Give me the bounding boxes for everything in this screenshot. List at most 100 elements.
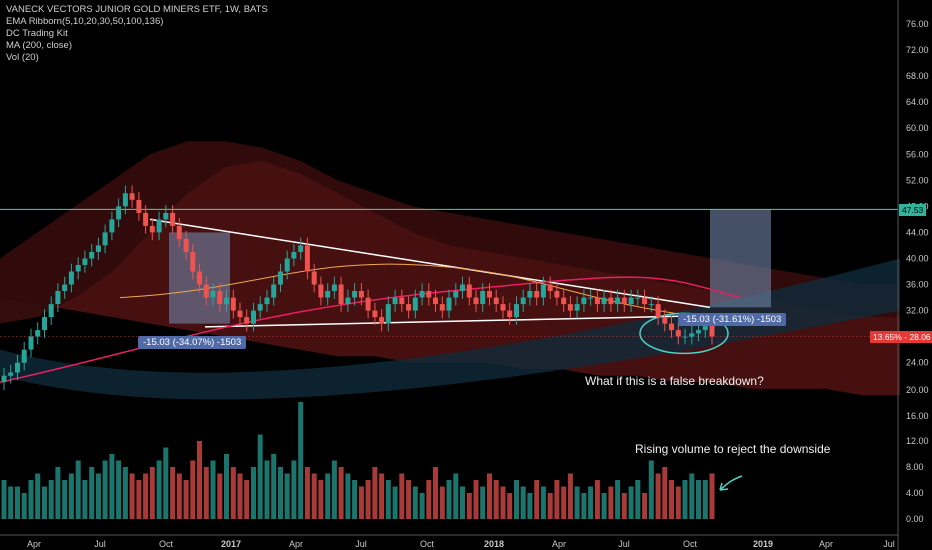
volume-bar [406, 480, 412, 519]
candle-body [594, 297, 600, 305]
candle-body [621, 297, 627, 305]
candle-body [230, 297, 236, 311]
volume-bar [109, 454, 115, 519]
candle-body [365, 297, 371, 311]
volume-bar [170, 467, 176, 519]
volume-bar [567, 473, 573, 519]
volume-bar [473, 480, 479, 519]
price-tick-label: 40.00 [906, 254, 929, 264]
volume-bar [574, 486, 580, 519]
candle-body [520, 297, 526, 305]
candle-body [554, 291, 560, 298]
volume-bar [68, 473, 74, 519]
candle-body [561, 297, 567, 305]
candle-body [197, 271, 202, 285]
time-tick-label: Oct [683, 539, 698, 549]
candle-body [338, 284, 344, 304]
price-tick-label: 36.00 [906, 280, 929, 290]
candle-body [116, 206, 122, 220]
price-tick-label: 52.00 [906, 175, 929, 185]
volume-bar [48, 480, 54, 519]
candle-body [466, 284, 472, 298]
volume-bar [419, 493, 425, 519]
volume-bar [520, 486, 526, 519]
volume-bar [426, 480, 432, 519]
candle-body [574, 304, 580, 311]
volume-bar [601, 493, 607, 519]
volume-bar [540, 486, 546, 519]
candle-body [392, 297, 398, 305]
candle-body [493, 297, 499, 305]
candle-body [500, 304, 506, 311]
candle-body [358, 291, 364, 298]
candle-body [129, 193, 135, 200]
volume-bar [507, 493, 513, 519]
volume-bar [466, 493, 472, 519]
volume-bar [635, 480, 641, 519]
volume-bar [311, 473, 317, 519]
candle-body [271, 284, 277, 298]
volume-bar [35, 473, 41, 519]
time-tick-label: Jul [94, 539, 106, 549]
volume-bar [561, 486, 567, 519]
candle-body [446, 297, 452, 311]
volume-bar [42, 486, 47, 519]
candle-body [143, 212, 149, 226]
candle-body [581, 297, 587, 305]
volume-bar [696, 480, 701, 519]
candle-body [122, 193, 128, 207]
candle-body [534, 291, 540, 298]
candle-body [237, 310, 243, 318]
candle-body [325, 291, 331, 298]
candle-body [251, 310, 256, 324]
volume-bar [453, 473, 459, 519]
price-tick-label: 32.00 [906, 306, 929, 316]
candle-body [696, 330, 701, 334]
volume-bar [352, 480, 358, 519]
volume-bar [628, 486, 634, 519]
candle-body [433, 297, 438, 305]
candle-body [473, 297, 479, 305]
candle-body [75, 265, 81, 272]
volume-bar [8, 486, 14, 519]
candle-body [642, 297, 648, 305]
volume-bar [460, 486, 465, 519]
candle-body [35, 330, 41, 337]
volume-bar [304, 467, 310, 519]
legend-ma200: MA (200, close) [6, 40, 72, 51]
time-tick-label: Apr [27, 539, 41, 549]
candle-body [1, 375, 7, 383]
candle-body [95, 245, 101, 252]
volume-bar [224, 454, 229, 519]
volume-bar [75, 460, 81, 519]
candle-body [379, 317, 385, 324]
volume-bar [291, 460, 297, 519]
candle-body [689, 333, 695, 337]
candle-body [68, 271, 74, 285]
time-tick-label: Oct [420, 539, 435, 549]
volume-bar [331, 460, 337, 519]
volume-bar [608, 486, 614, 519]
candle-body [183, 238, 189, 252]
volume-bar [379, 473, 385, 519]
candle-body [567, 304, 573, 311]
volume-bar [89, 467, 95, 519]
volume-bar [527, 493, 533, 519]
volume-bar [689, 473, 695, 519]
price-tick-label: 0.00 [906, 514, 924, 524]
volume-bar [251, 467, 256, 519]
candle-body [217, 291, 223, 304]
volume-bar [116, 460, 122, 519]
measure-label-right: -15.03 (-31.61%) -1503 [678, 313, 787, 326]
legend: VANECK VECTORS JUNIOR GOLD MINERS ETF, 1… [6, 4, 268, 64]
candle-body [136, 199, 142, 213]
price-tick-label: 24.00 [906, 358, 929, 368]
candle-body [588, 297, 594, 299]
candle-body [28, 336, 34, 350]
volume-bar [21, 493, 27, 519]
legend-volume: Vol (20) [6, 52, 39, 63]
time-tick-label: Apr [819, 539, 833, 549]
volume-bar [534, 480, 540, 519]
